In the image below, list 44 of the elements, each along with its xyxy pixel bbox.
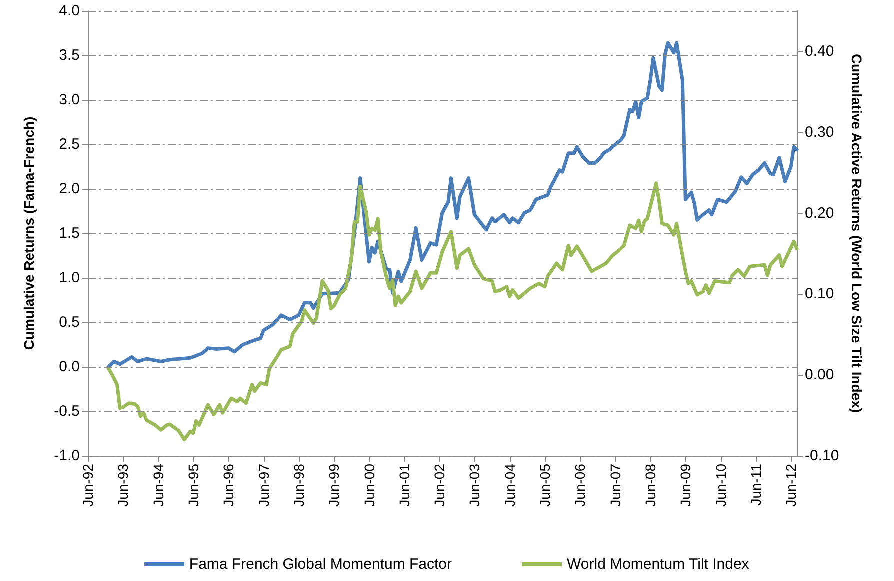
y-tick-label: 1.5 — [59, 225, 80, 242]
y2-tick-label: 0.10 — [805, 286, 834, 303]
y-tick-label: -0.5 — [54, 403, 80, 420]
legend-label: World Momentum Tilt Index — [567, 556, 750, 573]
y2-axis-title: Cumulative Active Returns (World Low Size Tilt Index) — [849, 54, 866, 414]
x-tick-label: Jun-92 — [80, 464, 96, 507]
x-tick-label: Jun-94 — [150, 464, 166, 507]
y-tick-label: 2.0 — [59, 180, 80, 198]
x-tick-label: Jun-11 — [748, 464, 764, 506]
x-tick-label: Jun-10 — [712, 464, 729, 507]
y-tick-label: 4.0 — [59, 2, 80, 20]
legend-label: Fama French Global Momentum Factor — [189, 556, 452, 573]
x-tick-label: Jun-08 — [642, 464, 659, 507]
y-tick-label: 1.0 — [59, 270, 80, 286]
y-tick-label: 0.0 — [59, 358, 80, 376]
x-tick-label: Jun-99 — [326, 464, 342, 507]
x-tick-label: Jun-06 — [572, 464, 588, 507]
y-tick-label: 3.0 — [59, 92, 80, 108]
x-tick-label: Jun-07 — [607, 464, 624, 507]
x-tick-label: Jun-02 — [432, 464, 448, 507]
x-tick-label: Jun-03 — [466, 464, 483, 507]
x-tick-label: Jun-12 — [783, 464, 800, 507]
y-tick-label: -1.0 — [54, 448, 80, 464]
y2-tick-label: 0.20 — [805, 204, 834, 222]
x-tick-label: Jun-00 — [361, 464, 378, 507]
y-tick-label: 0.5 — [59, 314, 80, 331]
x-tick-label: Jun-93 — [115, 464, 132, 507]
x-tick-label: Jun-01 — [396, 464, 412, 507]
line-series — [106, 182, 799, 442]
y2-tick-label: -0.10 — [805, 448, 840, 464]
x-tick-label: Jun-96 — [220, 464, 237, 507]
y2-tick-label: 0.30 — [805, 124, 834, 141]
y-tick-label: 3.5 — [59, 47, 80, 64]
y2-tick-label: 0.00 — [805, 366, 834, 384]
x-tick-label: Jun-98 — [290, 464, 307, 507]
line-series — [106, 41, 799, 369]
x-tick-label: Jun-09 — [678, 464, 694, 507]
x-tick-label: Jun-04 — [502, 464, 518, 507]
y2-tick-label: 0.40 — [805, 42, 834, 60]
x-tick-label: Jun-97 — [256, 464, 272, 507]
y-axis-title: Cumulative Returns (Fama-French) — [21, 116, 37, 350]
y-tick-label: 2.5 — [59, 136, 80, 153]
x-tick-label: Jun-95 — [185, 464, 202, 507]
x-tick-label: Jun-05 — [537, 464, 554, 507]
